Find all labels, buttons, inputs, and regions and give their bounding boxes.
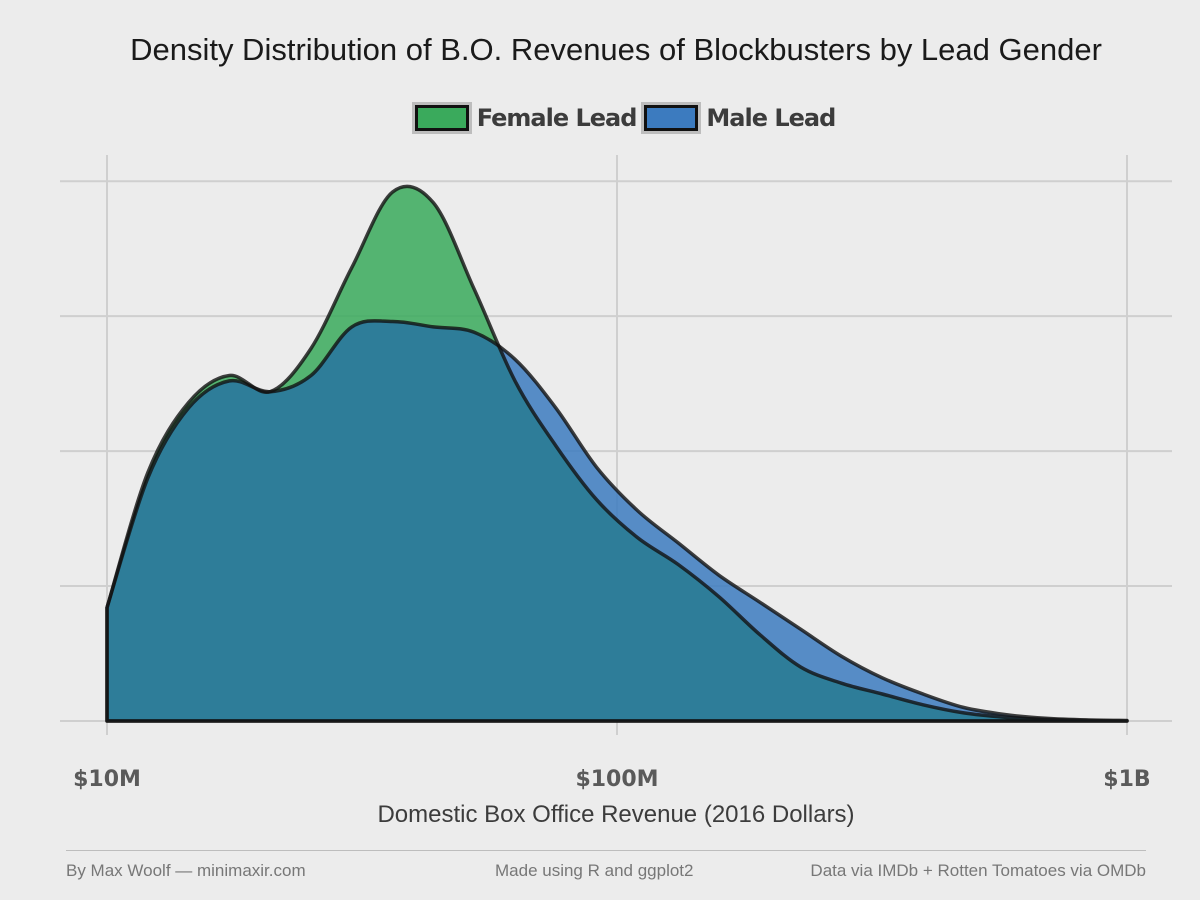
legend-label-male-lead: Male Lead xyxy=(706,104,836,132)
legend-item-male-lead: Male Lead xyxy=(641,102,836,134)
x-axis-ticks: $10M $100M $1B xyxy=(73,767,1151,792)
legend-swatch-male-lead xyxy=(641,102,702,134)
legend-swatch-female-lead xyxy=(411,102,472,134)
legend-item-female-lead: Female Lead xyxy=(411,102,638,134)
area-overlap xyxy=(107,320,1127,721)
x-axis-label: Domestic Box Office Revenue (2016 Dollar… xyxy=(377,801,854,828)
legend: Female Lead Male Lead xyxy=(0,102,1200,134)
legend-label-female-lead: Female Lead xyxy=(476,104,638,132)
footer-divider xyxy=(66,850,1146,851)
footer-tool-note: Made using R and ggplot2 xyxy=(495,861,694,880)
density-areas xyxy=(105,184,1129,723)
x-tick-label-1: $100M xyxy=(575,767,658,792)
footer-credit: By Max Woolf — minimaxir.com xyxy=(66,861,306,880)
chart-title: Density Distribution of B.O. Revenues of… xyxy=(130,32,1102,67)
footer-data-source: Data via IMDb + Rotten Tomatoes via OMDb xyxy=(810,861,1146,880)
x-tick-label-0: $10M xyxy=(73,767,141,792)
outline-male-lead xyxy=(105,319,1129,723)
x-tick-label-2: $1B xyxy=(1103,767,1150,792)
